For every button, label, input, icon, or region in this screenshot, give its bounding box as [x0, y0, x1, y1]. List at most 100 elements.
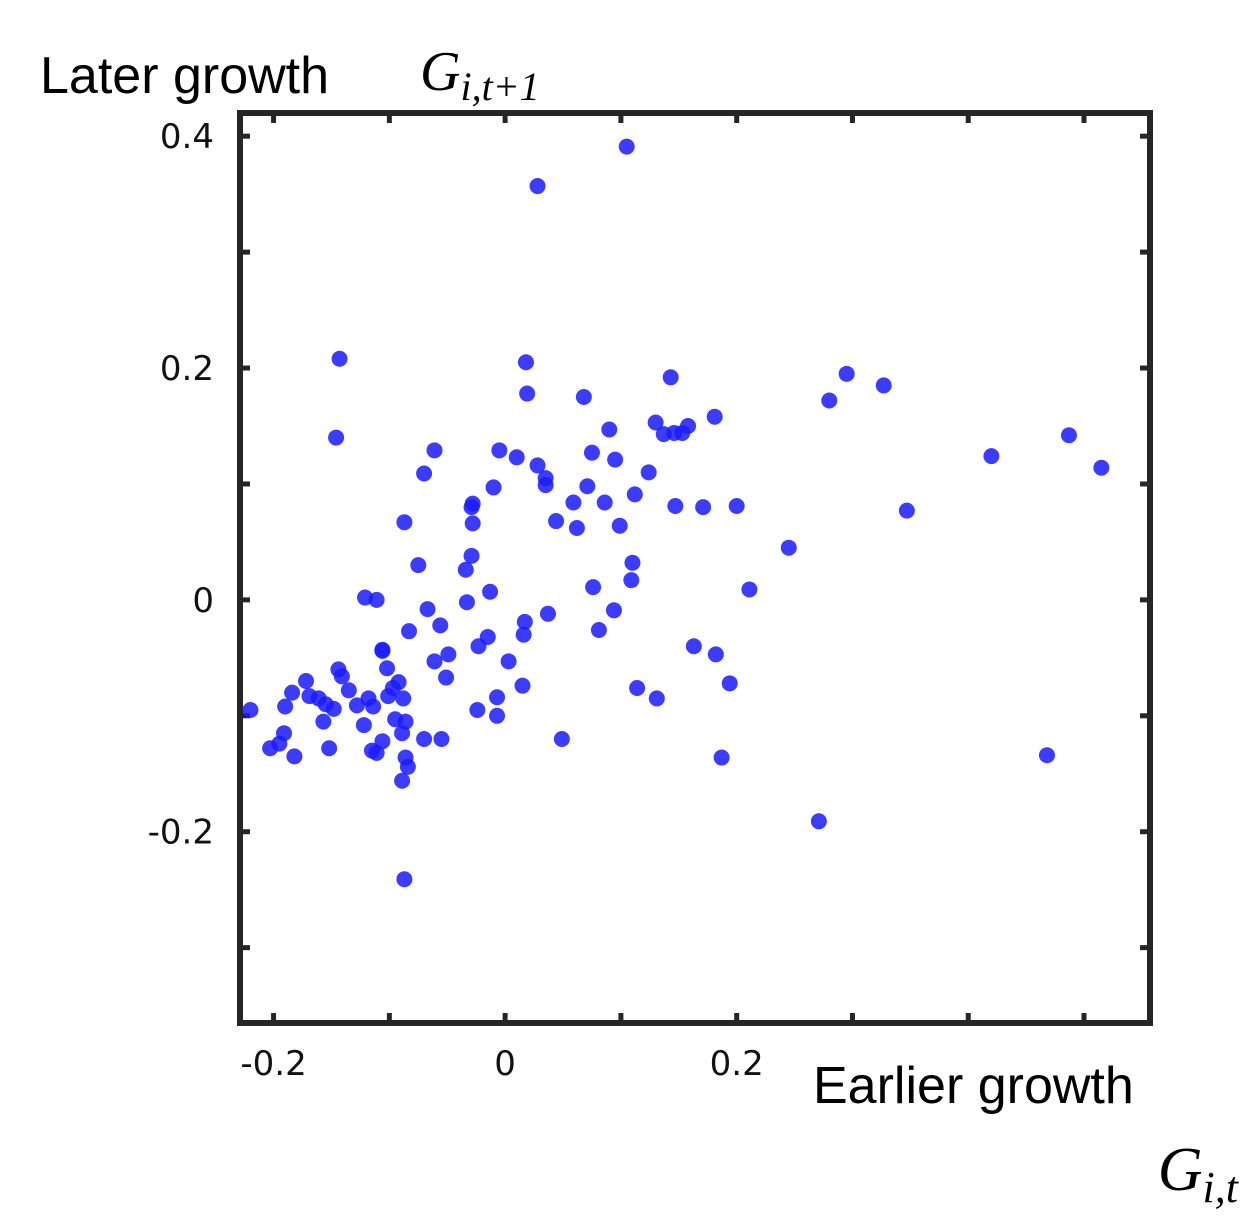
point	[426, 442, 443, 459]
point	[399, 758, 416, 775]
point	[601, 421, 618, 438]
point	[685, 638, 702, 655]
point	[365, 698, 382, 715]
point	[810, 813, 827, 830]
point	[277, 698, 294, 715]
point	[380, 688, 397, 705]
y-tick-label: 0.2	[160, 349, 214, 389]
point	[623, 572, 640, 589]
point	[262, 740, 279, 757]
point	[355, 717, 372, 734]
point	[463, 547, 480, 564]
point	[575, 389, 592, 406]
point	[648, 690, 665, 707]
point	[553, 730, 570, 747]
point	[458, 594, 475, 611]
math-sub: i,t+1	[460, 64, 539, 109]
point	[780, 539, 797, 556]
point	[667, 497, 684, 514]
point	[489, 689, 506, 706]
y-tick-label: -0.2	[148, 813, 214, 853]
point	[464, 515, 481, 532]
point	[519, 385, 536, 402]
point	[618, 138, 635, 155]
point	[416, 465, 433, 482]
point	[838, 365, 855, 382]
point	[463, 499, 480, 516]
point	[500, 653, 517, 670]
point	[590, 622, 607, 639]
point	[368, 591, 385, 608]
point	[983, 448, 1000, 465]
plot-frame	[237, 110, 1153, 1026]
point	[821, 392, 838, 409]
point	[440, 646, 457, 663]
point	[433, 730, 450, 747]
point	[368, 744, 385, 761]
point	[626, 486, 643, 503]
point	[242, 702, 259, 719]
x-tick-label: 0.2	[710, 1044, 764, 1084]
point	[640, 464, 657, 481]
point	[340, 682, 357, 699]
point	[469, 702, 486, 719]
point	[548, 513, 565, 530]
point	[491, 442, 508, 459]
point	[629, 679, 646, 696]
point	[728, 497, 745, 514]
y-axis-math: Gi,t+1	[420, 41, 540, 109]
point	[713, 749, 730, 766]
point	[537, 477, 554, 494]
point	[470, 638, 487, 655]
point	[568, 520, 585, 537]
math-base: G	[1158, 1136, 1203, 1204]
point	[315, 713, 332, 730]
point	[438, 669, 455, 686]
point	[674, 424, 691, 441]
point	[508, 449, 525, 466]
point	[489, 707, 506, 724]
point	[721, 675, 738, 692]
point	[1093, 459, 1110, 476]
point	[585, 579, 602, 596]
point	[395, 690, 412, 707]
point	[396, 514, 413, 531]
x-axis-math: Gi,t	[1158, 1136, 1240, 1212]
math-base: G	[420, 41, 460, 103]
point	[516, 613, 533, 630]
point	[374, 642, 391, 659]
point	[432, 617, 449, 634]
x-tick-label: -0.2	[240, 1044, 306, 1084]
point	[410, 557, 427, 574]
point	[394, 725, 411, 742]
point	[1060, 427, 1077, 444]
point	[706, 408, 723, 425]
x-axis-label: Earlier growth	[813, 1057, 1134, 1115]
point	[529, 457, 546, 474]
point	[321, 740, 338, 757]
point	[662, 369, 679, 386]
point	[707, 646, 724, 663]
point	[605, 602, 622, 619]
point	[457, 561, 474, 578]
point	[348, 697, 365, 714]
point	[514, 677, 531, 694]
point	[328, 429, 345, 446]
point	[416, 730, 433, 747]
point	[331, 350, 348, 367]
point	[565, 494, 582, 511]
point	[611, 517, 628, 534]
y-tick-label: 0	[192, 581, 214, 621]
point	[394, 772, 411, 789]
point	[579, 478, 596, 495]
point	[482, 583, 499, 600]
point	[583, 444, 600, 461]
point	[517, 354, 534, 371]
x-tick-label: 0	[494, 1044, 516, 1084]
point	[401, 623, 418, 640]
point	[426, 653, 443, 670]
point	[607, 451, 624, 468]
point	[1038, 747, 1055, 764]
point	[898, 502, 915, 519]
